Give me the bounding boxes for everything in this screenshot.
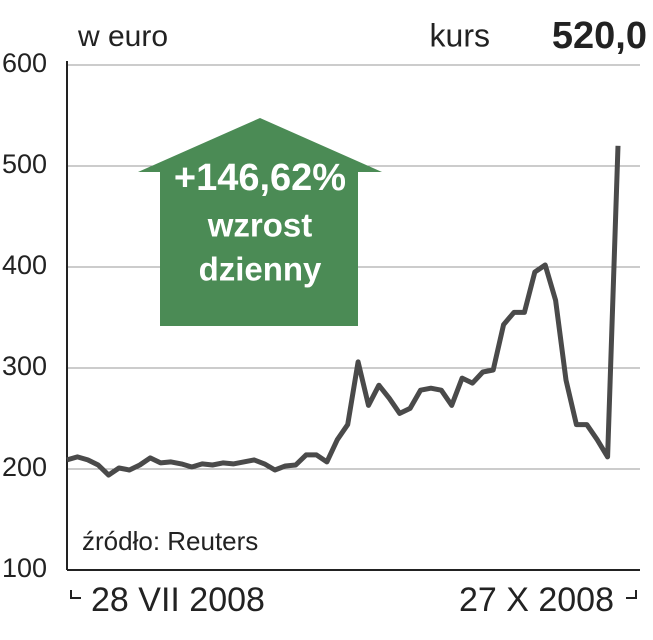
y-tick-label: 200 <box>2 452 47 482</box>
source: źródło: Reuters <box>82 526 258 556</box>
y-tick-label: 100 <box>2 553 47 583</box>
x-bracket <box>626 590 637 599</box>
y-tick-label: 300 <box>2 351 47 381</box>
current-value: 520,0 <box>552 15 647 57</box>
x-bracket <box>70 590 81 599</box>
annotation-text: +146,62% <box>174 157 346 199</box>
annotation-text: wzrost <box>207 207 313 244</box>
y-tick-label: 400 <box>2 250 47 280</box>
y-tick-label: 500 <box>2 149 47 179</box>
annotation-arrow <box>138 118 382 326</box>
price-line <box>66 145 621 478</box>
annotation-text: dzienny <box>199 251 322 288</box>
x-tick-label: 27 X 2008 <box>459 581 614 619</box>
x-tick-label: 28 VII 2008 <box>91 581 265 619</box>
y-axis-label: w euro <box>77 20 168 53</box>
price-label: kurs <box>430 17 490 53</box>
y-tick-label: 600 <box>2 48 47 78</box>
